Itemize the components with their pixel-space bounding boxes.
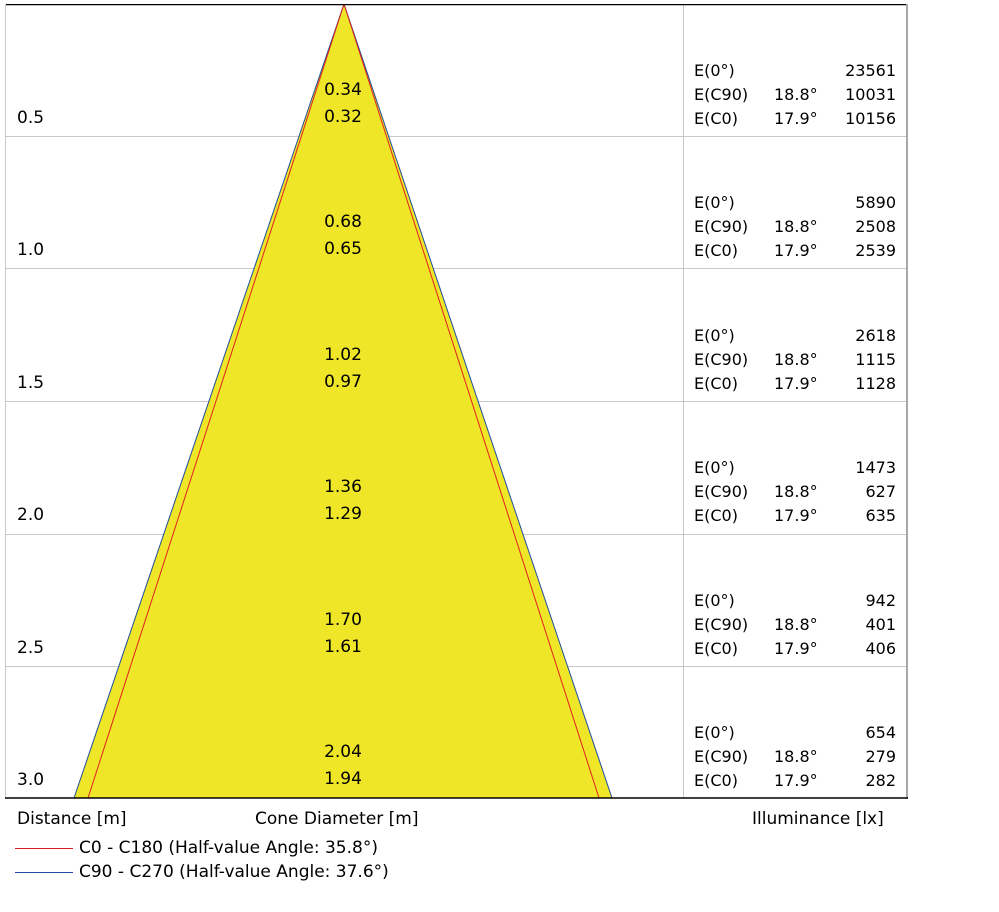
illuminance-block: E(0°) 654 E(C90) 18.8° 279 E(C0) 17.9° 282 [694, 723, 896, 790]
distance-label: 2.0 [17, 505, 45, 525]
diameter-c90: 2.04 [324, 742, 362, 762]
distance-axis-label: Distance [m] [17, 809, 127, 829]
illuminance-block: E(0°) 942 E(C90) 18.8° 401 E(C0) 17.9° 406 [694, 591, 896, 658]
cone-diameter: 1.70 1.61 [283, 607, 403, 661]
cone-diameter: 2.04 1.94 [283, 739, 403, 793]
diameter-c0: 1.61 [324, 637, 362, 657]
legend-item-c0: C0 - C180 (Half-value Angle: 35.8°) [15, 838, 378, 858]
diameter-c90: 0.34 [324, 80, 362, 100]
diameter-c90: 1.36 [324, 477, 362, 497]
illuminance-block: E(0°) 23561 E(C90) 18.8° 10031 E(C0) 17.9° 10… [694, 61, 896, 128]
diameter-c90: 1.02 [324, 345, 362, 365]
illuminance-axis-label: Illuminance [lx] [752, 809, 884, 829]
diameter-c0: 0.97 [324, 372, 362, 392]
distance-label: 1.5 [17, 373, 45, 393]
diameter-c0: 1.29 [324, 504, 362, 524]
cone-diameter: 0.68 0.65 [283, 209, 403, 263]
cone-diameter: 0.34 0.32 [283, 77, 403, 131]
diameter-c90: 0.68 [324, 212, 362, 232]
illuminance-block: E(0°) 1473 E(C90) 18.8° 627 E(C0) 17.9° 635 [694, 458, 896, 525]
cone-diagram [5, 4, 908, 799]
distance-label: 2.5 [17, 638, 45, 658]
diameter-c90: 1.70 [324, 610, 362, 630]
illuminance-block: E(0°) 2618 E(C90) 18.8° 1115 E(C0) 17.9° 1128 [694, 326, 896, 393]
cone-diameter: 1.36 1.29 [283, 474, 403, 528]
legend-item-c90: C90 - C270 (Half-value Angle: 37.6°) [15, 862, 389, 882]
distance-label: 3.0 [17, 770, 45, 790]
distance-label: 1.0 [17, 240, 45, 260]
blue-line-swatch-icon [15, 871, 73, 873]
diameter-axis-label: Cone Diameter [m] [255, 809, 419, 829]
red-line-swatch-icon [15, 847, 73, 849]
illuminance-block: E(0°) 5890 E(C90) 18.8° 2508 E(C0) 17.9° 2539 [694, 193, 896, 260]
cone-diameter: 1.02 0.97 [283, 342, 403, 396]
cone-graphic [5, 4, 908, 799]
diameter-c0: 0.65 [324, 239, 362, 259]
diameter-c0: 0.32 [324, 107, 362, 127]
diameter-c0: 1.94 [324, 769, 362, 789]
distance-label: 0.5 [17, 108, 45, 128]
